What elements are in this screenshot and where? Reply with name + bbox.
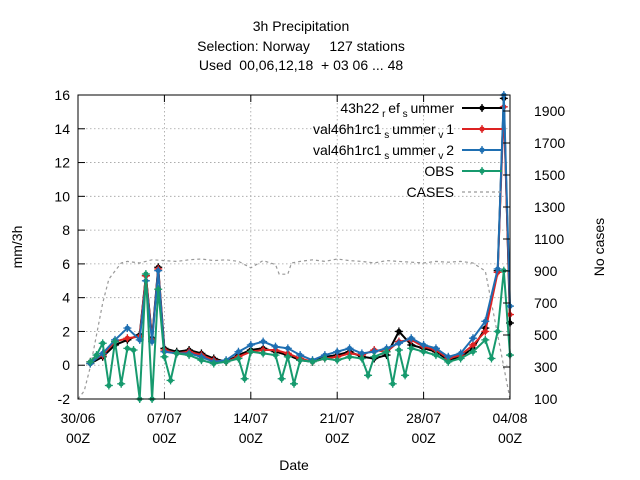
y-tick-label: 14 (54, 121, 70, 137)
title-line-2: Selection: Norway 127 stations (197, 38, 405, 54)
x-tick-label-date: 04/08 (492, 410, 527, 426)
series-5 (77, 258, 511, 400)
y-tick-label: 6 (62, 256, 70, 272)
y2-tick-label: 1700 (534, 135, 565, 151)
x-tick-label-date: 14/07 (233, 410, 268, 426)
y-tick-label: 8 (62, 222, 70, 238)
series-line (77, 258, 511, 400)
legend-text-part: 2 (446, 142, 454, 158)
x-tick-label-hour: 00Z (152, 430, 177, 446)
legend-text-part: ef (388, 100, 400, 116)
y2-tick-label: 1100 (534, 231, 564, 247)
legend-text-part: s (400, 109, 411, 120)
legend-entry-5: CASES (407, 184, 502, 200)
y2-tick-label: 1300 (534, 199, 565, 215)
legend-text-part: val46h1rc1 (313, 142, 382, 158)
y2-axis-label: No cases (591, 218, 607, 276)
legend-text-part: 43h22 (340, 100, 379, 116)
y-tick-label: 0 (62, 357, 70, 373)
title-line-1: 3h Precipitation (253, 18, 350, 34)
title-line-3: Used 00,06,12,18 + 03 06 ... 48 (199, 57, 404, 73)
x-axis-label: Date (279, 457, 309, 473)
legend-text-part: ummer (392, 121, 436, 137)
y-tick-label: 2 (62, 323, 70, 339)
legend-label: val46h1rc1 s ummer v 2 (313, 142, 454, 162)
plot-frame (77, 94, 511, 400)
legend-text-part: CASES (407, 184, 454, 200)
y2-tick-label: 700 (534, 295, 558, 311)
legend-text-part: s (382, 130, 393, 141)
legend-text-part: OBS (424, 163, 454, 179)
chart-title: 3h Precipitation Selection: Norway 127 s… (197, 18, 405, 73)
legend-label: 43h22 r ef s ummer (340, 100, 454, 120)
y-tick-label: 16 (54, 87, 70, 103)
y-tick-label: 12 (54, 155, 70, 171)
x-tick-label-hour: 00Z (66, 430, 91, 446)
y2-tick-label: 1900 (534, 103, 565, 119)
x-tick-label-date: 30/06 (60, 410, 95, 426)
legend-text-part: r (379, 109, 388, 120)
legend-text-part: ummer (392, 142, 436, 158)
x-tick-label-hour: 00Z (325, 430, 350, 446)
y2-tick-label: 100 (534, 391, 558, 407)
y2-tick-label: 1500 (534, 167, 565, 183)
legend-text-part: 1 (446, 121, 454, 137)
y2-tick-label: 300 (534, 359, 558, 375)
series-layer (77, 91, 514, 403)
legend-text-part: val46h1rc1 (313, 121, 382, 137)
legend-entry-3: val46h1rc1 s ummer v 2 (313, 142, 502, 162)
x-tick-label-hour: 00Z (239, 430, 264, 446)
series-4 (86, 266, 514, 403)
legend-label: CASES (407, 184, 454, 200)
legend-text-part: v (436, 130, 447, 141)
x-tick-label-date: 07/07 (147, 410, 182, 426)
y2-tick-label: 900 (534, 263, 558, 279)
y-tick-label: 10 (54, 188, 70, 204)
x-tick-label-hour: 00Z (412, 430, 437, 446)
axes: -202468101214161003005007009001100130015… (54, 87, 565, 446)
legend-entry-1: 43h22 r ef s ummer (340, 100, 502, 120)
legend-text-part: v (436, 151, 447, 162)
legend-entry-2: val46h1rc1 s ummer v 1 (313, 121, 502, 141)
y-axis-label: mm/3h (9, 226, 25, 269)
legend-text-part: s (382, 151, 393, 162)
y2-tick-label: 500 (534, 327, 558, 343)
legend-text-part: ummer (410, 100, 454, 116)
x-tick-label-date: 21/07 (320, 410, 355, 426)
legend-label: val46h1rc1 s ummer v 1 (313, 121, 454, 141)
x-tick-label-date: 28/07 (406, 410, 441, 426)
y-tick-label: -2 (58, 391, 71, 407)
y-tick-label: 4 (62, 290, 70, 306)
legend-label: OBS (424, 163, 454, 179)
legend-entry-4: OBS (424, 163, 502, 179)
series-3 (86, 91, 514, 368)
x-tick-label-hour: 00Z (498, 430, 523, 446)
